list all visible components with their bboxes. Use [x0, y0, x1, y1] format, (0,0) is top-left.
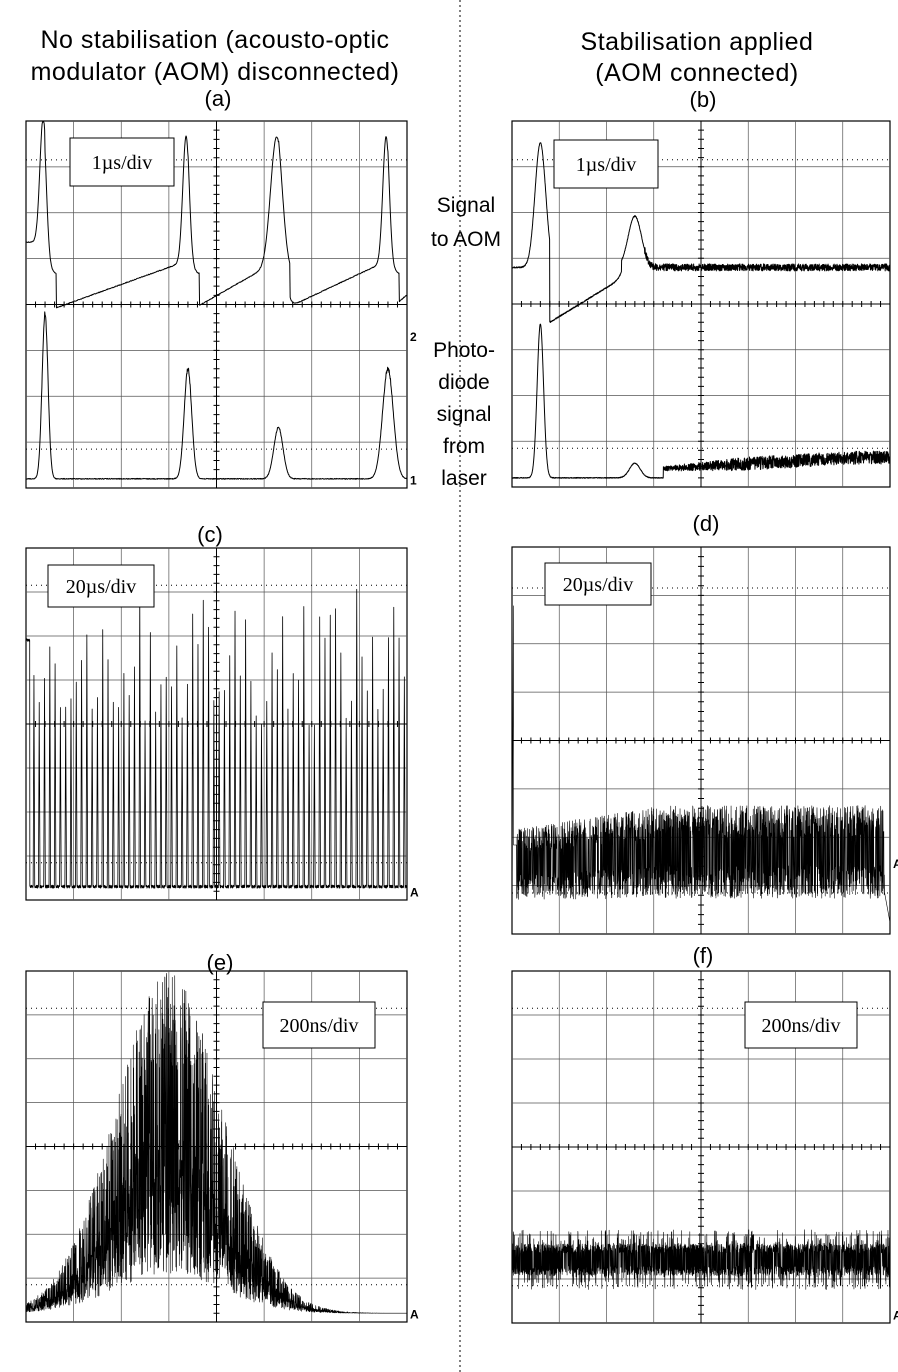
- channel-mark-f-A: A: [893, 1308, 898, 1322]
- timebase-text: 200ns/div: [280, 1015, 359, 1037]
- panel-label-f: (f): [693, 943, 714, 968]
- timebase-box: [553, 139, 659, 189]
- timebase-label-b: 1µs/div: [553, 139, 659, 189]
- side-label-photo-1: Photo-: [433, 339, 495, 362]
- side-label-signal-2: to AOM: [431, 228, 501, 251]
- scope-grid-a: [25, 120, 408, 489]
- side-label-signal-1: Signal: [437, 194, 495, 217]
- trace-a-signal-to-aom: [25, 121, 408, 309]
- timebase-label-d: 20µs/div: [544, 562, 652, 606]
- timebase-label-a: 1µs/div: [69, 137, 175, 187]
- timebase-box: [744, 1001, 858, 1049]
- timebase-box: [262, 1001, 376, 1049]
- side-label-photo-2: diode: [438, 371, 489, 394]
- header-right-line1: Stabilisation applied: [581, 28, 814, 56]
- timebase-box: [69, 137, 175, 187]
- trace-b-photodiode: [511, 323, 891, 479]
- trace-d-photodiode: [511, 605, 891, 923]
- timebase-label-f: 200ns/div: [744, 1001, 858, 1049]
- panel-label-d: (d): [693, 511, 720, 536]
- channel-mark-c-A: A: [410, 885, 419, 899]
- timebase-label-e: 200ns/div: [262, 1001, 376, 1049]
- scope-panels: 1µs/div 2 1 1µs/div 20µs/div A 20µs/div A 200ns/…: [25, 120, 898, 1324]
- side-label-photo-5: laser: [441, 467, 487, 490]
- side-label-photo-4: from: [443, 435, 485, 458]
- panel-label-b: (b): [690, 87, 717, 112]
- channel-mark-e-A: A: [410, 1307, 419, 1321]
- timebase-box: [47, 564, 155, 608]
- axis-ticks: [25, 120, 408, 489]
- trace-e-photodiode: [25, 972, 408, 1314]
- timebase-box: [544, 562, 652, 606]
- trace-f-photodiode: [511, 1229, 891, 1290]
- axis-ticks: [511, 120, 891, 488]
- side-label-photo-3: signal: [437, 403, 492, 426]
- channel-mark-d-A: A: [893, 857, 898, 871]
- header-left-line1: No stabilisation (acousto-optic: [41, 26, 390, 54]
- panel-label-a: (a): [205, 86, 232, 111]
- header-right-line2: (AOM connected): [595, 59, 798, 87]
- timebase-text: 200ns/div: [762, 1015, 841, 1037]
- header-left-line2: modulator (AOM) disconnected): [31, 58, 400, 86]
- axis-ticks: [511, 970, 891, 1324]
- timebase-text: 20µs/div: [66, 576, 136, 598]
- timebase-label-c: 20µs/div: [47, 564, 155, 608]
- channel-mark-a-1: 1: [410, 473, 417, 487]
- trace-a-photodiode: [25, 311, 408, 480]
- channel-mark-a-2: 2: [410, 330, 417, 344]
- trace-b-signal-to-aom: [511, 142, 891, 323]
- timebase-text: 1µs/div: [92, 152, 152, 174]
- trace-c-photodiode: [25, 588, 408, 889]
- panel-label-c: (c): [197, 522, 223, 547]
- timebase-text: 1µs/div: [576, 154, 636, 176]
- timebase-text: 20µs/div: [563, 574, 633, 596]
